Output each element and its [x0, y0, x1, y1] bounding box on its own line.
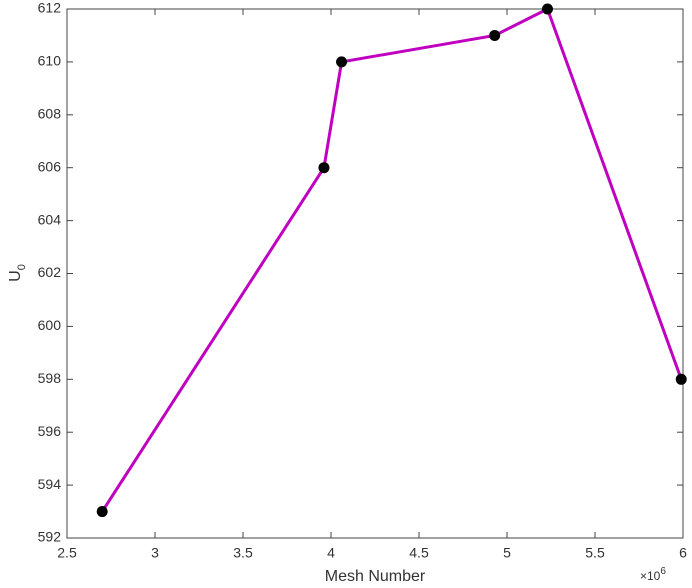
data-point	[489, 29, 501, 41]
y-tick-label: 604	[38, 211, 62, 227]
y-tick-label: 600	[38, 317, 62, 333]
x-tick-label: 6	[679, 545, 687, 561]
y-tick-label: 610	[38, 53, 62, 69]
data-point	[96, 506, 108, 518]
y-tick-label: 602	[38, 264, 62, 280]
data-line	[100, 6, 683, 513]
x-multiplier: ×106	[640, 566, 666, 584]
data-point	[318, 162, 330, 174]
x-tick-label: 5.5	[585, 545, 605, 561]
plot-frame	[66, 8, 684, 539]
y-tick-label: 608	[38, 106, 62, 122]
data-point	[336, 56, 348, 68]
y-axis-label: U0	[7, 264, 28, 282]
data-point	[541, 3, 553, 15]
x-tick-label: 3	[151, 545, 159, 561]
x-tick-label: 3.5	[233, 545, 253, 561]
data-point	[675, 373, 687, 385]
y-tick-label: 598	[38, 370, 62, 386]
y-tick-label: 596	[38, 423, 62, 439]
y-tick-label: 592	[38, 529, 62, 545]
x-tick-label: 4	[327, 545, 335, 561]
y-tick-label: 612	[38, 0, 62, 16]
x-axis-label: Mesh Number	[325, 568, 426, 585]
x-tick-label: 5	[503, 545, 511, 561]
y-axis-label-text: U0	[7, 264, 28, 282]
y-tick-label: 594	[38, 476, 62, 492]
y-tick-label: 606	[38, 158, 62, 174]
x-tick-label: 2.5	[57, 545, 77, 561]
x-tick-label: 4.5	[409, 545, 429, 561]
